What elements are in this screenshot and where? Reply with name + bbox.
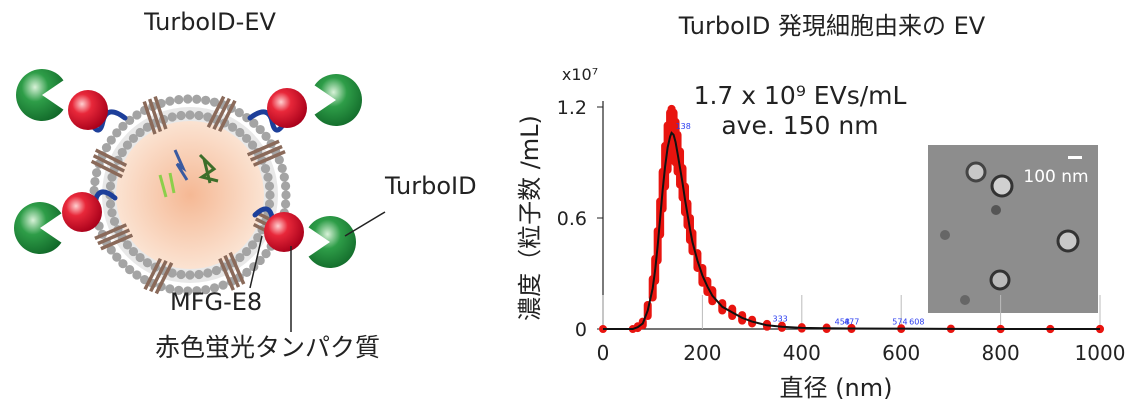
y-tick-label: 0 — [575, 319, 587, 341]
lipid-head — [281, 181, 290, 190]
lipid-head — [235, 108, 244, 117]
inset-scale-label: 100 nm — [1023, 167, 1088, 187]
lipid-head — [192, 95, 201, 104]
vesicle — [960, 295, 970, 305]
lipid-head — [212, 266, 221, 275]
turboid — [14, 202, 61, 254]
lipid-head — [194, 270, 203, 279]
red-fluorescent-protein — [267, 88, 307, 128]
lipid-head — [261, 164, 270, 173]
lumen — [116, 121, 264, 269]
lipid-head — [263, 173, 272, 182]
y-scale-label: x10⁷ — [562, 65, 598, 84]
lipid-head — [106, 181, 115, 190]
ev-diagram: TurboID-EV TurboID MFG-E8 赤色蛍光タンパク質 — [14, 8, 477, 362]
lipid-head — [102, 143, 111, 152]
lipid-head — [265, 190, 274, 199]
lipid-head — [242, 268, 251, 277]
peak-label: 574 — [892, 318, 907, 327]
x-tick-label: 200 — [683, 341, 721, 365]
label-turboid: TurboID — [384, 172, 477, 200]
turboid — [16, 69, 63, 121]
lipid-head — [203, 268, 212, 277]
lipid-head — [92, 168, 101, 177]
lipid-head — [201, 96, 210, 105]
x-tick-label: 400 — [783, 341, 821, 365]
lipid-head — [168, 112, 177, 121]
lipid-head — [106, 199, 115, 208]
chart-title: TurboID 発現細胞由来の EV — [678, 12, 986, 40]
lipid-head — [107, 208, 116, 217]
annotation: 1.7 x 10⁹ EVs/mL — [694, 81, 907, 110]
lipid-head — [194, 111, 203, 120]
lipid-head — [185, 110, 194, 119]
red-fluorescent-protein — [62, 192, 102, 232]
peak-label: 333 — [773, 314, 788, 323]
lipid-head — [183, 94, 192, 103]
turboid — [315, 74, 362, 126]
peak-label: 477 — [844, 317, 859, 326]
lipid-head — [185, 270, 194, 279]
y-axis-title: 濃度（粒子数 /mL) — [516, 115, 544, 321]
red-fluorescent-protein — [68, 90, 108, 130]
x-tick-label: 1000 — [1075, 341, 1126, 365]
vesicle — [940, 230, 950, 240]
lipid-head — [174, 95, 183, 104]
y-tick-label: 0.6 — [557, 208, 587, 230]
vesicle — [992, 176, 1012, 196]
vesicle — [991, 205, 1001, 215]
lipid-head — [110, 217, 119, 226]
pointer — [345, 212, 385, 236]
x-tick-label: 0 — [597, 341, 610, 365]
tem-inset: 100 nm — [928, 145, 1098, 313]
lipid-head — [265, 181, 274, 190]
vesicle — [967, 163, 985, 181]
red-fluorescent-protein — [264, 212, 304, 252]
figure: TurboID-EV TurboID MFG-E8 赤色蛍光タンパク質 Turb… — [0, 0, 1128, 407]
lipid-head — [165, 97, 174, 106]
lipid-head — [281, 199, 290, 208]
lipid-head — [281, 190, 290, 199]
lipid-head — [278, 164, 287, 173]
x-tick-label: 600 — [882, 341, 920, 365]
vesicle — [1058, 231, 1078, 251]
label-mfge8: MFG-E8 — [170, 288, 262, 316]
vesicle — [991, 271, 1009, 289]
lipid-head — [176, 270, 185, 279]
turboid — [309, 216, 356, 268]
chart: TurboID 発現細胞由来の EV x10⁷ 1.7 x 10⁹ EVs/mL… — [516, 12, 1125, 402]
peak-label: 608 — [909, 318, 924, 327]
lipid-head — [280, 172, 289, 181]
x-tick-label: 800 — [982, 341, 1020, 365]
lipid-head — [176, 111, 185, 120]
lipid-head — [132, 110, 141, 119]
scale-bar — [1068, 156, 1082, 159]
lipid-head — [90, 177, 99, 186]
peak-label: 138 — [676, 122, 691, 131]
y-tick-label: 1.2 — [557, 97, 587, 119]
diagram-title: TurboID-EV — [143, 8, 276, 36]
x-axis-title: 直径 (nm) — [780, 374, 893, 402]
annotation: ave. 150 nm — [721, 111, 878, 140]
label-rfp: 赤色蛍光タンパク質 — [155, 333, 380, 362]
